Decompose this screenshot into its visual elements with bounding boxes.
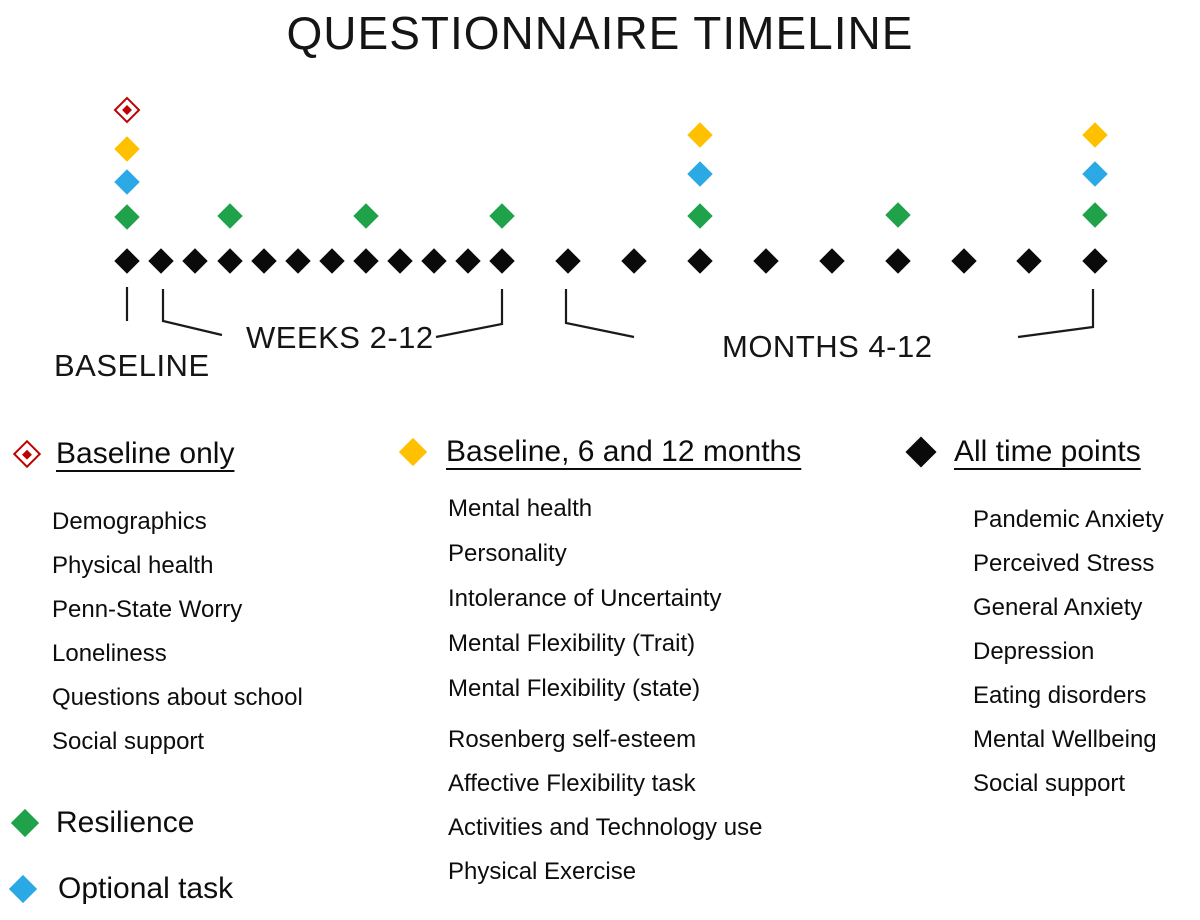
optional-task-label: Optional task (58, 872, 234, 905)
timeline-yellow-diamond-icon (1082, 122, 1108, 148)
legend-item: Mental Flexibility (state) (448, 674, 701, 702)
months-4-12-label: MONTHS 4-12 (722, 329, 933, 364)
legend-heading-text: All time points (954, 435, 1141, 468)
timeline-black-diamond-icon (1082, 248, 1108, 274)
legend-heading-all-time-points: All time points (905, 434, 1141, 470)
weeks-2-12-label: WEEKS 2-12 (246, 320, 434, 355)
timeline-black-diamond-icon (182, 248, 208, 274)
timeline-black-diamond-icon (753, 248, 779, 274)
legend-heading-text: Baseline, 6 and 12 months (446, 435, 802, 468)
baseline-6-12-diamond-icon (398, 437, 428, 467)
timeline-black-diamond-icon (319, 248, 345, 274)
legend-item: Mental Flexibility (Trait) (448, 629, 696, 657)
legend-list-all-time-points: Pandemic Anxiety Perceived Stress General … (973, 498, 1164, 806)
timeline-black-diamond-icon (353, 248, 379, 274)
legend-item: Depression (973, 638, 1095, 665)
baseline-only-diamond-icon (12, 439, 42, 469)
legend-item: Physical health (52, 552, 214, 579)
page-title: QUESTIONNAIRE TIMELINE (286, 7, 914, 59)
legend-entry-optional-task: Optional task (8, 872, 233, 906)
timeline-black-diamond-icon (687, 248, 713, 274)
legend-item: Questions about school (52, 684, 303, 711)
baseline-label: BASELINE (54, 348, 210, 383)
legend-item: Rosenberg self-esteem (448, 726, 697, 753)
legend-item: Social support (52, 728, 205, 755)
all-time-points-diamond-icon (905, 436, 937, 468)
timeline-black-diamond-icon (285, 248, 311, 274)
timeline-blue-diamond-icon (1082, 161, 1108, 187)
legend-list-baseline-only: Demographics Physical health Penn-State Wo… (52, 500, 303, 764)
legend-item: Personality (448, 539, 567, 567)
legend-item: Demographics (52, 508, 207, 535)
timeline-green-diamond-icon (1082, 202, 1108, 228)
timeline-yellow-diamond-icon (114, 136, 140, 162)
legend-list-baseline-6-12-b: Rosenberg self-esteem Affective Flexibili… (448, 718, 762, 894)
timeline-green-diamond-icon (687, 203, 713, 229)
legend-heading-baseline-only: Baseline only (12, 436, 234, 472)
timeline-black-diamond-icon (885, 248, 911, 274)
timeline-black-diamond-icon (555, 248, 581, 274)
legend-entry-resilience: Resilience (10, 806, 194, 840)
months-bracket-right-line (1017, 289, 1095, 339)
legend-item: Pandemic Anxiety (973, 506, 1164, 533)
timeline-black-diamond-icon (387, 248, 413, 274)
timeline-green-diamond-icon (489, 203, 515, 229)
timeline-black-diamond-icon (1016, 248, 1042, 274)
legend-item: Mental Wellbeing (973, 726, 1157, 753)
legend-item: Activities and Technology use (448, 814, 763, 841)
legend-item: Social support (973, 770, 1126, 797)
legend-item: Intolerance of Uncertainty (448, 584, 722, 612)
timeline-yellow-diamond-icon (687, 122, 713, 148)
weeks-bracket-left-line (161, 289, 223, 337)
legend-item: Mental health (448, 494, 593, 522)
optional-task-diamond-icon (8, 874, 38, 904)
timeline-green-diamond-icon (885, 202, 911, 228)
legend-item: Penn-State Worry (52, 596, 243, 623)
timeline-blue-diamond-icon (114, 169, 140, 195)
timeline-black-diamond-icon (114, 248, 140, 274)
weeks-bracket-right-line (435, 289, 504, 339)
timeline-green-diamond-icon (217, 203, 243, 229)
legend-list-baseline-6-12-a: Mental health Personality Intolerance of U… (448, 486, 721, 711)
timeline-black-diamond-icon (489, 248, 515, 274)
timeline-black-diamond-icon (421, 248, 447, 274)
legend-item: Affective Flexibility task (448, 770, 696, 797)
timeline-black-diamond-icon (251, 248, 277, 274)
timeline-black-diamond-icon (148, 248, 174, 274)
timeline-black-diamond-icon (217, 248, 243, 274)
legend-item: Perceived Stress (973, 550, 1155, 577)
timeline-black-diamond-icon (819, 248, 845, 274)
legend-item: Physical Exercise (448, 858, 637, 885)
resilience-diamond-icon (10, 808, 40, 838)
legend-heading-baseline-6-12: Baseline, 6 and 12 months (398, 434, 801, 470)
legend-heading-text: Baseline only (56, 437, 235, 470)
timeline-green-diamond-icon (114, 204, 140, 230)
timeline-black-diamond-icon (455, 248, 481, 274)
legend-item: Eating disorders (973, 682, 1147, 709)
months-bracket-left-line (564, 289, 635, 339)
timeline-green-diamond-icon (353, 203, 379, 229)
timeline-blue-diamond-icon (687, 161, 713, 187)
timeline-black-diamond-icon (951, 248, 977, 274)
timeline-black-diamond-icon (621, 248, 647, 274)
timeline-red-diamond-icon (113, 96, 141, 124)
resilience-label: Resilience (56, 806, 195, 839)
legend-item: General Anxiety (973, 594, 1143, 621)
legend-item: Loneliness (52, 640, 167, 667)
